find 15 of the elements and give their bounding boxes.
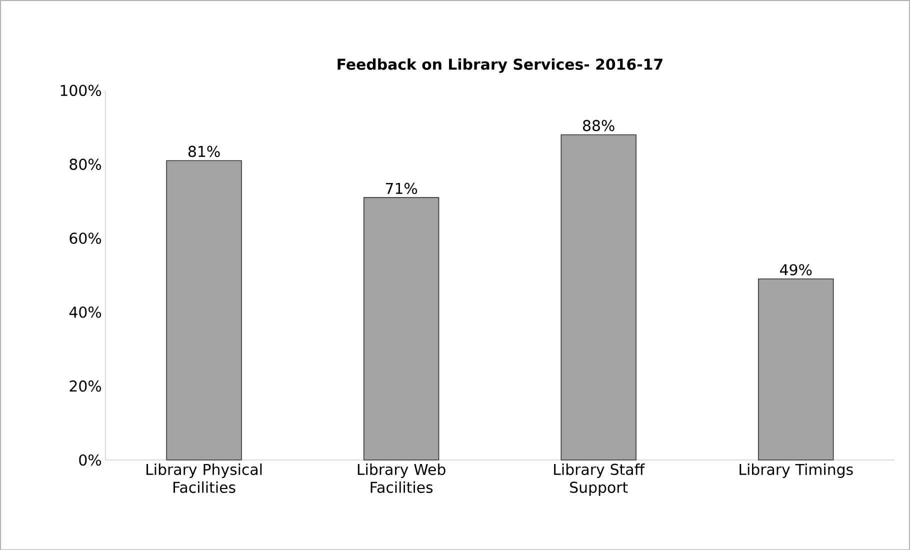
chart-title: Feedback on Library Services- 2016-17: [338, 58, 662, 73]
data-label: 81%: [188, 146, 220, 157]
x-tick-label: Library Staff Support: [554, 463, 645, 496]
y-tick-label: 20%: [70, 380, 102, 392]
x-tick-label: Library Web Facilities: [358, 463, 446, 493]
x-tick-label: Library Timings: [740, 463, 853, 478]
y-tick-label: 100%: [60, 84, 102, 96]
data-label: 71%: [386, 182, 418, 194]
data-label: 49%: [780, 264, 812, 276]
y-tick-label: 60%: [70, 232, 102, 244]
x-tick-label: Library Physical Facilities: [146, 463, 262, 493]
y-tick-label: 40%: [69, 306, 102, 318]
y-tick-label: 0%: [79, 454, 102, 466]
y-tick-label: 80%: [70, 158, 102, 170]
data-label: 88%: [583, 120, 614, 132]
